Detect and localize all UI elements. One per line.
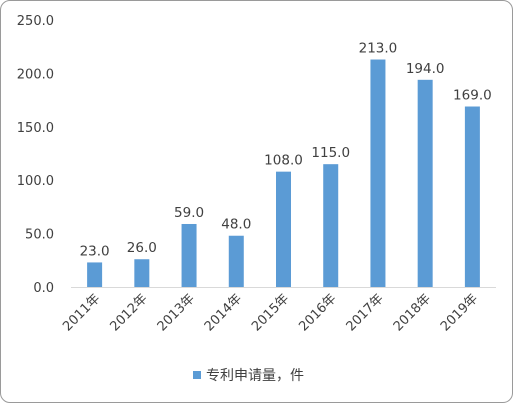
bars	[87, 59, 480, 288]
legend: 专利申请量，件	[193, 368, 304, 384]
legend-swatch	[193, 371, 201, 379]
x-tick-label: 2016年	[296, 291, 339, 334]
data-label: 48.0	[221, 217, 251, 233]
bar	[276, 171, 291, 287]
y-tick-label: 50.0	[25, 228, 54, 243]
x-axis-ticks: 2011年 2012年 2013年 2014年 2015年 2016年 2017年 2018年…	[60, 291, 481, 334]
x-tick-label: 2015年	[249, 291, 292, 334]
bar	[370, 59, 386, 288]
x-tick-label: 2018年	[391, 291, 434, 334]
y-tick-label: 250.0	[17, 14, 54, 29]
bar	[323, 164, 339, 287]
x-tick-label: 2017年	[344, 291, 387, 334]
data-label: 194.0	[406, 61, 445, 77]
y-axis-ticks: 0.0 50.0 100.0 150.0 200.0 250.0	[17, 14, 54, 296]
data-label: 23.0	[80, 243, 110, 259]
bar	[181, 223, 197, 287]
y-tick-label: 200.0	[17, 67, 54, 82]
bar	[87, 262, 103, 287]
x-tick-label: 2011年	[60, 291, 103, 334]
data-label: 59.0	[174, 205, 204, 221]
x-tick-label: 2014年	[202, 291, 245, 334]
data-label: 108.0	[264, 153, 303, 169]
data-label: 115.0	[311, 145, 350, 161]
data-labels: 23.0 26.0 59.0 48.0 108.0 115.0 213.0 194.0 169.…	[80, 41, 492, 260]
bar	[417, 79, 433, 287]
bar	[228, 235, 244, 287]
data-label: 26.0	[127, 240, 157, 256]
x-tick-label: 2013年	[155, 291, 198, 334]
bar	[464, 106, 480, 288]
data-label: 169.0	[453, 88, 492, 104]
y-tick-label: 0.0	[33, 281, 54, 296]
x-tick-label: 2019年	[438, 291, 481, 334]
data-label: 213.0	[359, 41, 398, 57]
x-tick-label: 2012年	[107, 291, 150, 334]
bar	[134, 259, 150, 287]
y-tick-label: 150.0	[17, 121, 54, 136]
legend-label: 专利申请量，件	[206, 368, 304, 384]
y-tick-label: 100.0	[17, 174, 54, 189]
